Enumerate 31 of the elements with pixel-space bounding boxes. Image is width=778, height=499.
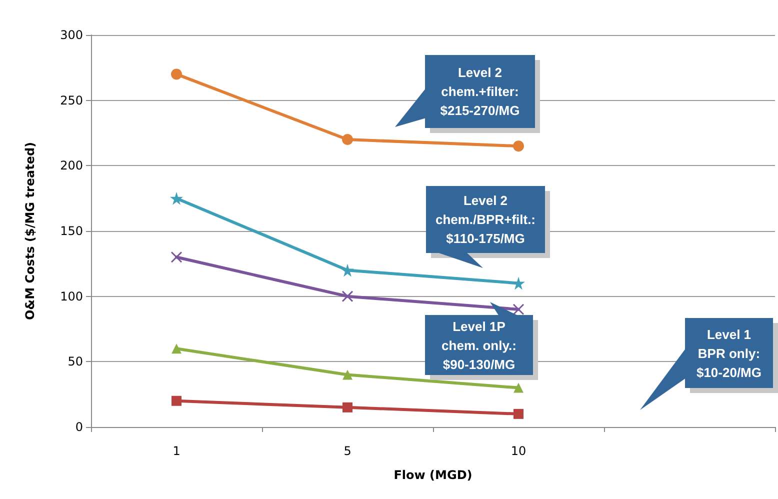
y-tick-label: 300 [60, 28, 83, 42]
x-axis-title: Flow (MGD) [394, 468, 472, 482]
y-tick-label: 100 [60, 289, 83, 304]
point [170, 192, 183, 205]
annotation: Level 1 BPR only: $10-20/MG [685, 318, 773, 388]
y-tick-label: 200 [60, 158, 83, 173]
y-axis-title: O&M Costs ($/MG treated) [23, 142, 37, 320]
point [172, 396, 182, 406]
y-tick-label: 250 [60, 93, 83, 108]
y-tick-label: 150 [60, 224, 83, 238]
point [514, 382, 524, 393]
point [342, 402, 352, 412]
point [514, 408, 524, 419]
point [513, 140, 524, 152]
annotation: Level 2 chem.+filter: $215-270/MG [425, 55, 535, 128]
x-tick-label: 1 [172, 444, 180, 458]
annotation: Level 1P chem. only.: $90-130/MG [425, 315, 533, 375]
x-tick-label: 10 [510, 444, 526, 458]
point [342, 290, 354, 302]
callout-box: Level 1 BPR only: $10-20/MG [640, 318, 778, 410]
y-tick-label: 50 [68, 354, 83, 369]
point [342, 134, 353, 146]
y-tick-label: 0 [75, 420, 83, 434]
point [171, 68, 182, 80]
point [512, 304, 524, 316]
point [172, 344, 182, 354]
point [342, 370, 352, 380]
point [341, 264, 354, 277]
x-tick-label: 5 [344, 444, 352, 458]
point [170, 251, 182, 263]
annotation: Level 2 chem./BPR+filt.: $110-175/MG [426, 186, 545, 253]
